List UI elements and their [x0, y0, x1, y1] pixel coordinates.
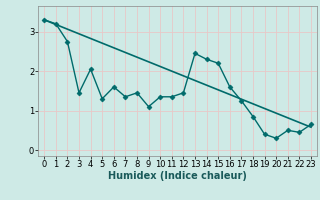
- X-axis label: Humidex (Indice chaleur): Humidex (Indice chaleur): [108, 171, 247, 181]
